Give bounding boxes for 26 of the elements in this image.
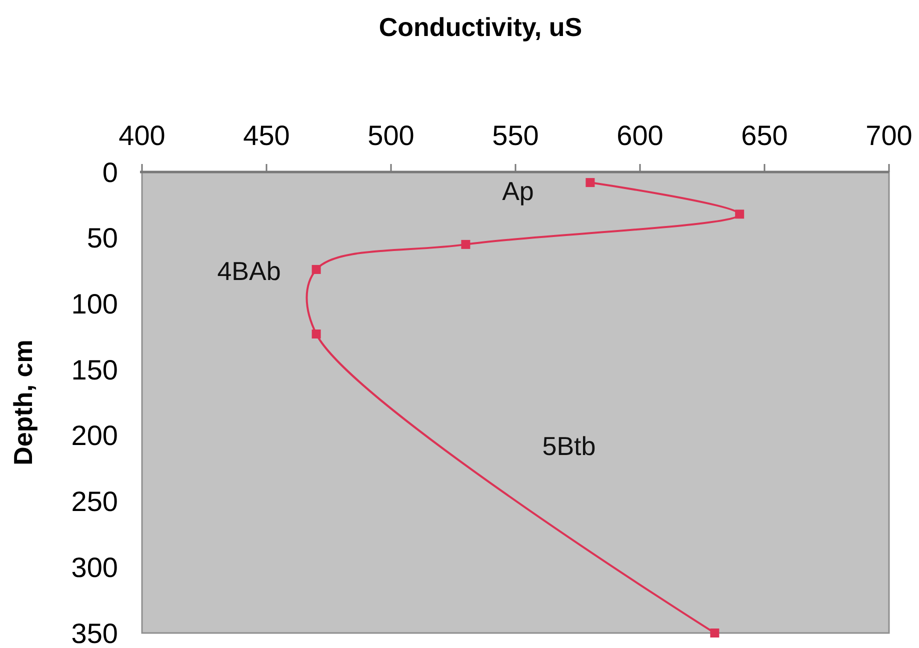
y-tick-label: 150	[71, 354, 118, 386]
point	[461, 240, 470, 249]
y-tick-label: 350	[71, 618, 118, 648]
point	[312, 264, 321, 274]
x-tick-label: 500	[368, 120, 414, 151]
annotation: Ap	[502, 176, 534, 206]
y-tick-label: 300	[71, 552, 118, 583]
y-tick-label: 50	[86, 222, 118, 254]
point	[710, 628, 720, 638]
y-tick-label: 200	[71, 420, 118, 452]
x-tick-label: 400	[118, 120, 166, 151]
annotation: 5Btb	[542, 431, 596, 462]
x-axis-title: Conductivity, uS	[378, 12, 582, 42]
point	[735, 210, 744, 219]
point	[586, 178, 595, 188]
y-tick-label: 100	[71, 288, 118, 320]
point	[312, 330, 321, 339]
x-tick-label: 650	[741, 120, 788, 151]
y-axis-title: Depth, cm	[8, 340, 38, 466]
annotation: 4BAb	[217, 256, 281, 286]
x-tick-label: 700	[866, 120, 912, 151]
x-tick-label: 550	[492, 120, 539, 151]
y-tick-label: 250	[71, 486, 118, 518]
x-tick-label: 450	[243, 120, 290, 151]
x-tick-label: 600	[616, 120, 664, 151]
y-tick-label: 0	[102, 156, 118, 188]
